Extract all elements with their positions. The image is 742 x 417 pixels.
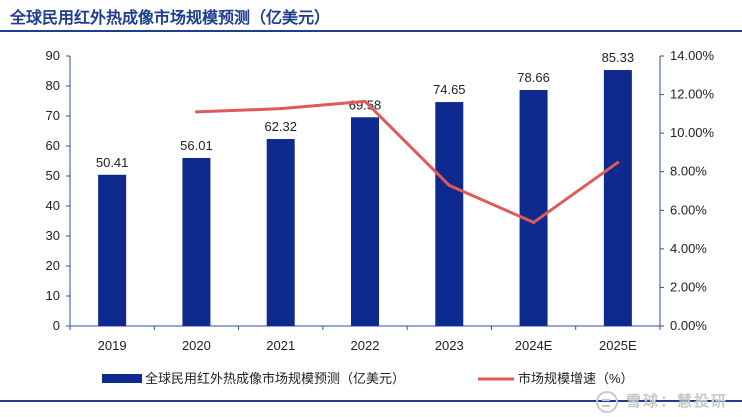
y-right-tick-label: 14.00%	[670, 48, 715, 63]
x-tick-label: 2021	[266, 338, 295, 353]
bar	[266, 139, 295, 326]
y-left-tick-label: 40	[46, 198, 60, 213]
growth-rate-point	[194, 110, 198, 114]
y-left-tick-label: 50	[46, 168, 60, 183]
y-right-tick-label: 0.00%	[670, 318, 707, 333]
y-left-tick-label: 80	[46, 78, 60, 93]
x-tick-label: 2023	[435, 338, 464, 353]
growth-rate-point	[363, 99, 367, 103]
y-right-tick-label: 6.00%	[670, 202, 707, 217]
y-left-tick-label: 20	[46, 258, 60, 273]
title-divider	[0, 30, 742, 32]
growth-rate-point	[447, 183, 451, 187]
legend-line-label: 市场规模增速（%）	[518, 371, 634, 386]
x-tick-label: 2019	[98, 338, 127, 353]
bar-data-label: 56.01	[180, 138, 213, 153]
bar	[182, 157, 211, 326]
y-left-tick-label: 70	[46, 108, 60, 123]
bar	[519, 90, 548, 327]
y-right-tick-label: 4.00%	[670, 241, 707, 256]
bar-data-label: 85.33	[602, 50, 635, 65]
growth-rate-point	[616, 160, 620, 164]
snowball-logo-icon	[595, 391, 618, 413]
y-right-tick-label: 10.00%	[670, 125, 715, 140]
bar	[351, 117, 379, 326]
bar-data-label: 74.65	[433, 82, 466, 97]
bar-data-label: 62.32	[264, 119, 297, 134]
bar-data-label: 69.58	[349, 97, 382, 112]
watermark-text: 雪球：慧投研	[625, 392, 728, 410]
legend-bar-swatch	[102, 374, 142, 383]
page-title: 全球民用红外热成像市场规模预测（亿美元）	[10, 10, 331, 27]
y-left-tick-label: 0	[53, 318, 60, 333]
bar-data-label: 50.41	[96, 155, 129, 170]
bar-data-label: 78.66	[517, 70, 550, 85]
watermark: 雪球：慧投研	[595, 390, 728, 413]
y-left-tick-label: 10	[46, 288, 60, 303]
y-right-tick-label: 8.00%	[670, 164, 707, 179]
y-right-tick-label: 2.00%	[670, 279, 707, 294]
legend-bar-label: 全球民用红外热成像市场规模预测（亿美元）	[145, 371, 405, 386]
x-tick-label: 2024E	[515, 338, 553, 353]
y-right-tick-label: 12.00%	[670, 87, 715, 102]
x-tick-label: 2025E	[599, 338, 637, 353]
x-tick-label: 2022	[351, 338, 380, 353]
bar	[435, 102, 464, 326]
bar	[603, 70, 632, 326]
y-left-tick-label: 90	[46, 48, 60, 63]
y-left-tick-label: 30	[46, 228, 60, 243]
bar	[98, 174, 127, 326]
growth-rate-point	[279, 107, 283, 111]
y-left-tick-label: 60	[46, 138, 60, 153]
growth-rate-line	[196, 99, 619, 224]
growth-rate-point	[532, 220, 536, 224]
x-tick-label: 2020	[182, 338, 211, 353]
footer-divider	[0, 400, 742, 402]
